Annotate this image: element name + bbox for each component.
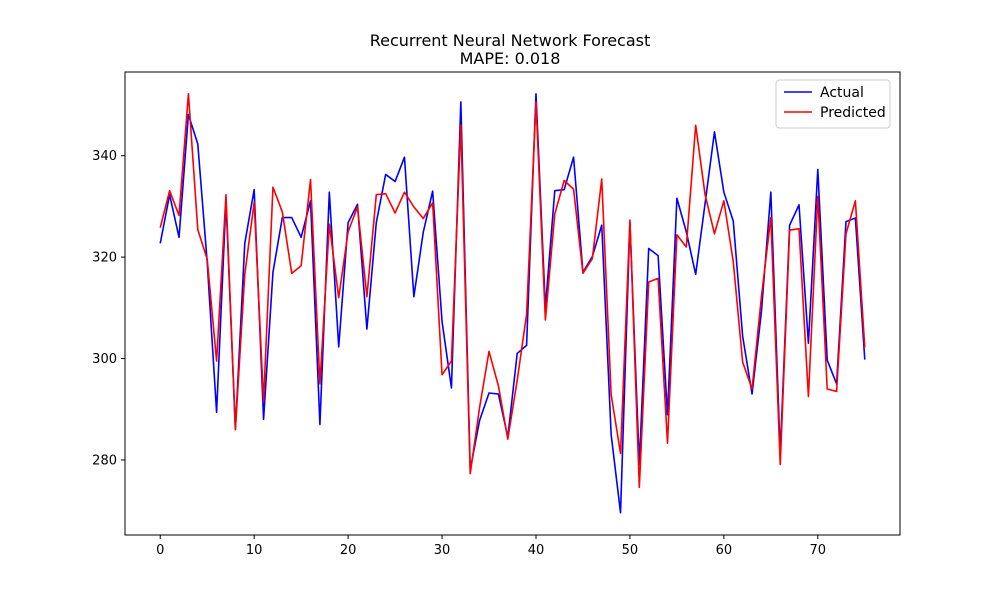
x-tick-label: 30 — [434, 543, 451, 558]
legend-label-actual: Actual — [820, 85, 864, 101]
axes-layer: 0 10 20 30 40 50 60 70 280 300 320 340 — [92, 71, 901, 558]
x-tick-label: 10 — [246, 543, 263, 558]
y-tick-label: 320 — [92, 251, 117, 266]
plot-frame — [124, 71, 901, 536]
x-tick-label: 0 — [156, 543, 164, 558]
series-layer — [159, 93, 866, 514]
chart-title: Recurrent Neural Network Forecast — [370, 31, 651, 50]
chart-subtitle: MAPE: 0.018 — [460, 49, 561, 68]
y-tick-label: 280 — [92, 453, 117, 468]
x-tick-label: 70 — [810, 543, 827, 558]
series-line-predicted — [159, 93, 866, 489]
legend: Actual Predicted — [775, 79, 891, 129]
x-tick-label: 40 — [528, 543, 545, 558]
series-line-actual — [159, 93, 866, 514]
y-tick-label: 340 — [92, 149, 117, 164]
x-tick-label: 20 — [340, 543, 357, 558]
legend-label-predicted: Predicted — [820, 105, 886, 121]
x-tick-label: 60 — [716, 543, 733, 558]
x-tick-label: 50 — [622, 543, 639, 558]
y-tick-label: 300 — [92, 352, 117, 367]
